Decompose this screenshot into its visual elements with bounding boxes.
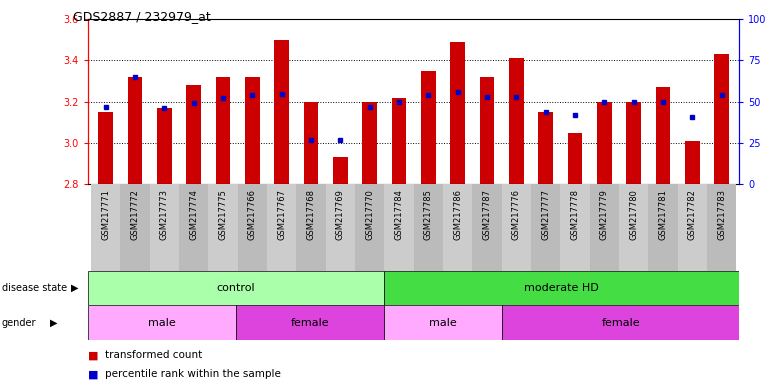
Bar	[157, 108, 172, 184]
Bar	[384, 305, 502, 340]
Bar	[128, 77, 142, 184]
Text: male: male	[430, 318, 457, 328]
Text: ▶: ▶	[50, 318, 57, 328]
Bar	[509, 58, 524, 184]
Text: GSM217772: GSM217772	[130, 189, 139, 240]
Text: percentile rank within the sample: percentile rank within the sample	[105, 369, 281, 379]
Bar	[421, 71, 436, 184]
Bar	[88, 305, 236, 340]
Text: GSM217771: GSM217771	[101, 189, 110, 240]
Text: disease state: disease state	[2, 283, 67, 293]
Bar	[362, 102, 377, 184]
Text: GSM217769: GSM217769	[336, 189, 345, 240]
Text: ▶: ▶	[71, 283, 79, 293]
Bar	[208, 184, 237, 271]
Bar	[237, 184, 267, 271]
Bar	[597, 102, 611, 184]
Text: female: female	[291, 318, 329, 328]
Bar	[627, 102, 641, 184]
Bar	[568, 133, 582, 184]
Text: GSM217767: GSM217767	[277, 189, 286, 240]
Bar	[391, 98, 406, 184]
Bar	[274, 40, 289, 184]
Bar	[326, 184, 355, 271]
Bar	[443, 184, 473, 271]
Text: GSM217783: GSM217783	[717, 189, 726, 240]
Bar	[531, 184, 560, 271]
Bar	[385, 184, 414, 271]
Bar	[502, 305, 739, 340]
Bar	[560, 184, 590, 271]
Bar	[502, 184, 531, 271]
Bar	[707, 184, 736, 271]
Bar	[414, 184, 443, 271]
Text: female: female	[601, 318, 640, 328]
Bar	[384, 271, 739, 305]
Bar	[590, 184, 619, 271]
Bar	[88, 271, 384, 305]
Bar	[333, 157, 348, 184]
Bar	[149, 184, 179, 271]
Text: GSM217785: GSM217785	[424, 189, 433, 240]
Text: GSM217768: GSM217768	[306, 189, 316, 240]
Text: male: male	[148, 318, 176, 328]
Text: GSM217787: GSM217787	[483, 189, 492, 240]
Text: GSM217776: GSM217776	[512, 189, 521, 240]
Text: ■: ■	[88, 369, 99, 379]
Bar	[619, 184, 648, 271]
Bar	[473, 184, 502, 271]
Bar	[91, 184, 120, 271]
Bar	[303, 102, 319, 184]
Text: GSM217784: GSM217784	[394, 189, 404, 240]
Text: GSM217774: GSM217774	[189, 189, 198, 240]
Text: GSM217780: GSM217780	[629, 189, 638, 240]
Text: GSM217782: GSM217782	[688, 189, 697, 240]
Text: GSM217775: GSM217775	[218, 189, 228, 240]
Text: GSM217766: GSM217766	[248, 189, 257, 240]
Bar	[450, 42, 465, 184]
Bar	[714, 54, 729, 184]
Bar	[538, 112, 553, 184]
Bar	[480, 77, 494, 184]
Bar	[186, 85, 201, 184]
Bar	[656, 87, 670, 184]
Bar	[245, 77, 260, 184]
Bar	[267, 184, 296, 271]
Text: GSM217779: GSM217779	[600, 189, 609, 240]
Bar	[120, 184, 149, 271]
Bar	[179, 184, 208, 271]
Text: GSM217778: GSM217778	[571, 189, 579, 240]
Bar	[216, 77, 231, 184]
Bar	[648, 184, 678, 271]
Text: gender: gender	[2, 318, 36, 328]
Text: transformed count: transformed count	[105, 350, 202, 360]
Text: control: control	[217, 283, 255, 293]
Bar	[236, 305, 384, 340]
Bar	[678, 184, 707, 271]
Text: GSM217781: GSM217781	[659, 189, 667, 240]
Text: GSM217786: GSM217786	[453, 189, 462, 240]
Text: GSM217777: GSM217777	[541, 189, 550, 240]
Bar	[98, 112, 113, 184]
Text: GDS2887 / 232979_at: GDS2887 / 232979_at	[73, 10, 211, 23]
Bar	[355, 184, 385, 271]
Text: ■: ■	[88, 350, 99, 360]
Bar	[685, 141, 699, 184]
Bar	[296, 184, 326, 271]
Text: moderate HD: moderate HD	[524, 283, 599, 293]
Text: GSM217773: GSM217773	[160, 189, 169, 240]
Text: GSM217770: GSM217770	[365, 189, 374, 240]
